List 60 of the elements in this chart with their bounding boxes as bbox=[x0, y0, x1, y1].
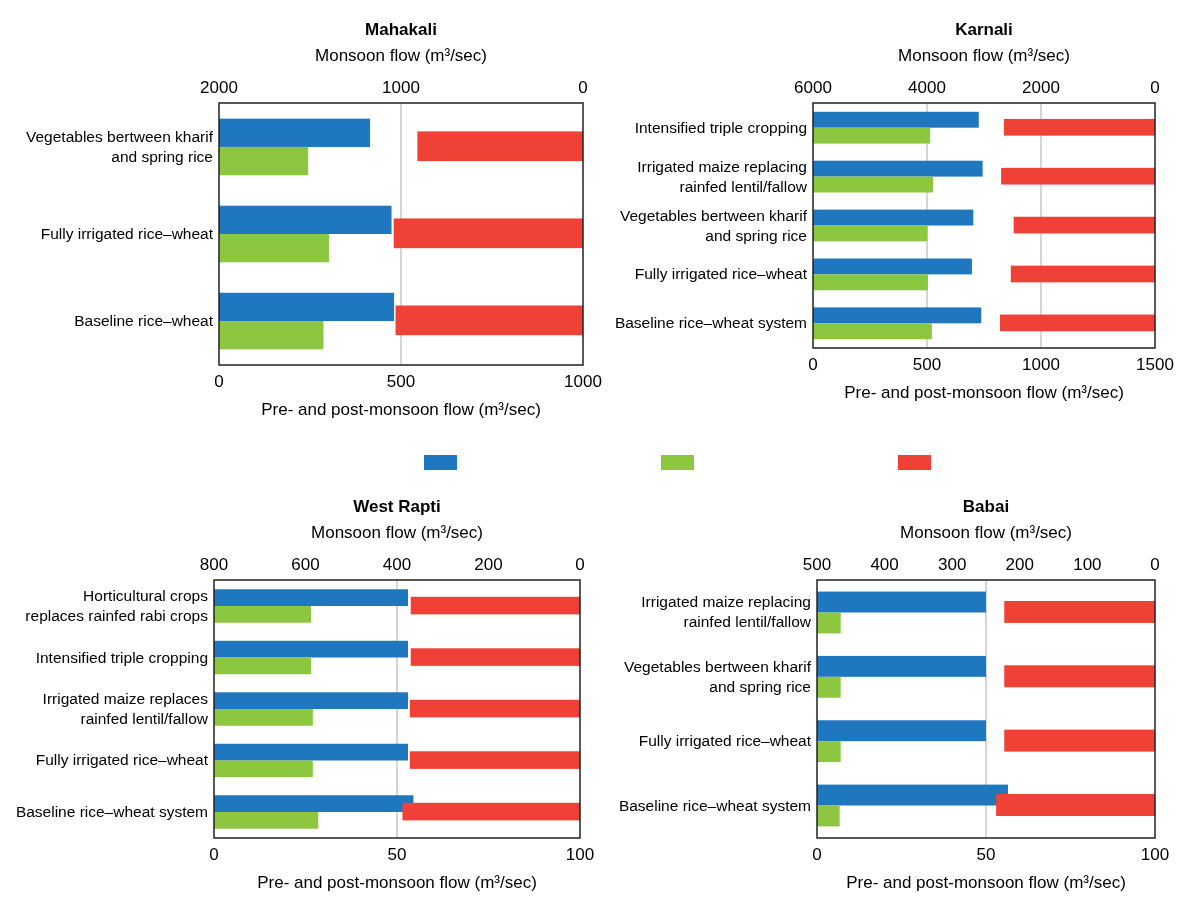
y-tick-label: Horticultural crops replaces rainfed rabi crops bbox=[25, 587, 209, 625]
x2-tick-label: 0 bbox=[1150, 555, 1160, 574]
y-tick-label: Vegetables bertween kharif and spring rice bbox=[624, 657, 812, 695]
x2-axis-title: Monsoon flow (m³/sec) bbox=[900, 523, 1072, 542]
x2-tick-label: 200 bbox=[474, 555, 503, 574]
y-tick-label: Irrigated maize replacing rainfed lentil/fallow bbox=[637, 157, 808, 195]
x-tick-label: 1000 bbox=[564, 372, 602, 391]
x2-tick-label: 400 bbox=[870, 555, 899, 574]
y-tick-label: Vegetables bertween kharif and spring rice bbox=[26, 127, 214, 165]
x-axis-title: Pre- and post-monsoon flow (m³/sec) bbox=[846, 873, 1126, 892]
x2-tick-label: 500 bbox=[802, 555, 832, 574]
x2-axis-title: Monsoon flow (m³/sec) bbox=[311, 523, 483, 542]
x-tick-label: 0 bbox=[209, 845, 219, 864]
x2-tick-label: 400 bbox=[382, 555, 412, 574]
chart-title: Mahakali bbox=[365, 20, 437, 39]
x-tick-label: 1000 bbox=[1022, 355, 1060, 374]
x2-tick-label: 2000 bbox=[1022, 78, 1060, 97]
x-tick-label: 50 bbox=[387, 845, 407, 864]
x-tick-label: 500 bbox=[912, 355, 942, 374]
x-axis-title: Pre- and post-monsoon flow (m³/sec) bbox=[257, 873, 537, 892]
x-tick-label: 0 bbox=[812, 845, 822, 864]
x-tick-label: 0 bbox=[214, 372, 224, 391]
x2-axis-title: Monsoon flow (m³/sec) bbox=[898, 46, 1070, 65]
x2-tick-label: 0 bbox=[1150, 78, 1160, 97]
x2-tick-label: 2000 bbox=[200, 78, 238, 97]
x-tick-label: 100 bbox=[1140, 845, 1170, 864]
x2-tick-label: 6000 bbox=[794, 78, 832, 97]
x2-tick-label: 1000 bbox=[382, 78, 420, 97]
x-axis-title: Pre- and post-monsoon flow (m³/sec) bbox=[261, 400, 541, 419]
y-tick-label: Vegetables bertween kharif and spring rice bbox=[620, 206, 808, 244]
x2-tick-label: 200 bbox=[1005, 555, 1034, 574]
chart-title: West Rapti bbox=[353, 497, 441, 516]
x-tick-label: 1500 bbox=[1136, 355, 1174, 374]
x-tick-label: 100 bbox=[565, 845, 595, 864]
x2-tick-label: 300 bbox=[938, 555, 967, 574]
chart-title: Karnali bbox=[955, 20, 1013, 39]
x-axis-title: Pre- and post-monsoon flow (m³/sec) bbox=[844, 383, 1124, 402]
x2-tick-label: 0 bbox=[575, 555, 585, 574]
x2-tick-label: 100 bbox=[1073, 555, 1102, 574]
x2-tick-label: 4000 bbox=[908, 78, 946, 97]
y-tick-label: Intensified triple cropping bbox=[634, 118, 807, 136]
chart-title: Babai bbox=[962, 497, 1010, 516]
y-tick-label: Fully irrigated rice–wheat bbox=[40, 225, 214, 242]
x-tick-label: 0 bbox=[808, 355, 818, 374]
y-tick-label: Baseline rice–wheat system bbox=[614, 314, 807, 332]
x2-tick-label: 600 bbox=[291, 555, 320, 574]
x-tick-label: 50 bbox=[976, 845, 996, 864]
y-tick-label: Baseline rice–wheat system bbox=[618, 796, 811, 814]
y-tick-label: Baseline rice–wheat bbox=[74, 312, 214, 330]
y-tick-label: Baseline rice–wheat system bbox=[15, 802, 208, 820]
x2-axis-title: Monsoon flow (m³/sec) bbox=[315, 46, 487, 65]
x2-tick-label: 0 bbox=[578, 78, 588, 97]
x-tick-label: 500 bbox=[386, 372, 416, 391]
y-tick-label: Intensified triple cropping bbox=[35, 648, 208, 666]
x2-tick-label: 800 bbox=[199, 555, 229, 574]
y-tick-label: Fully irrigated rice–wheat bbox=[638, 732, 812, 750]
y-tick-label: Irrigated maize replacing rainfed lentil/fallow bbox=[641, 593, 812, 631]
y-tick-label: Fully irrigated rice–wheat bbox=[634, 265, 808, 283]
y-tick-label: Irrigated maize replaces rainfed lentil/fallow bbox=[42, 690, 209, 727]
y-tick-label: Fully irrigated rice–wheat bbox=[35, 751, 209, 769]
